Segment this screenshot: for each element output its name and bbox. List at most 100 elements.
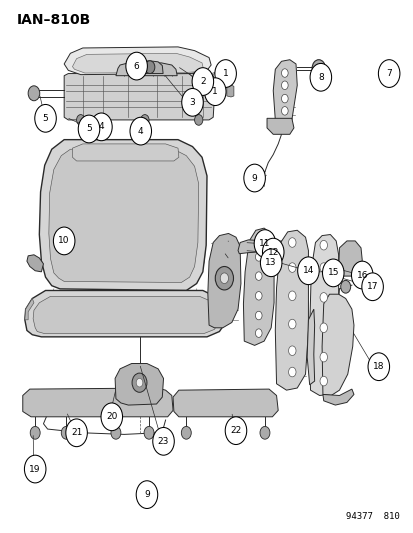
Polygon shape xyxy=(173,389,278,417)
Circle shape xyxy=(145,61,154,74)
Text: 12: 12 xyxy=(267,248,278,256)
Text: 7: 7 xyxy=(385,69,391,78)
Polygon shape xyxy=(33,296,220,334)
Circle shape xyxy=(255,253,261,261)
Circle shape xyxy=(225,417,246,445)
Text: IAN–810B: IAN–810B xyxy=(17,13,90,27)
Circle shape xyxy=(361,273,382,301)
Circle shape xyxy=(319,352,327,362)
Circle shape xyxy=(281,107,287,115)
Circle shape xyxy=(255,272,261,280)
Polygon shape xyxy=(39,140,206,290)
Circle shape xyxy=(53,227,75,255)
Text: 5: 5 xyxy=(43,114,48,123)
Circle shape xyxy=(319,293,327,302)
Text: 14: 14 xyxy=(302,266,313,275)
Circle shape xyxy=(255,237,261,245)
Text: 22: 22 xyxy=(230,426,241,435)
Circle shape xyxy=(311,60,325,77)
Circle shape xyxy=(351,261,372,289)
Polygon shape xyxy=(321,294,353,395)
Polygon shape xyxy=(237,240,266,254)
Circle shape xyxy=(192,68,213,95)
Circle shape xyxy=(90,113,112,141)
Circle shape xyxy=(220,273,228,284)
Circle shape xyxy=(316,65,320,71)
Circle shape xyxy=(281,81,287,90)
Circle shape xyxy=(288,367,295,377)
Circle shape xyxy=(76,115,85,125)
Text: 16: 16 xyxy=(356,271,367,279)
Circle shape xyxy=(111,426,121,439)
Circle shape xyxy=(35,104,56,132)
Text: 4: 4 xyxy=(138,127,143,135)
Polygon shape xyxy=(72,144,178,161)
Text: 2: 2 xyxy=(199,77,205,86)
Text: 10: 10 xyxy=(58,237,70,245)
Circle shape xyxy=(288,238,295,247)
Circle shape xyxy=(126,52,147,80)
Polygon shape xyxy=(115,364,163,405)
Polygon shape xyxy=(273,60,297,123)
Circle shape xyxy=(377,60,399,87)
Polygon shape xyxy=(306,309,314,385)
Circle shape xyxy=(288,319,295,329)
Text: 20: 20 xyxy=(106,413,117,421)
Circle shape xyxy=(255,292,261,300)
Text: 18: 18 xyxy=(372,362,384,371)
Circle shape xyxy=(322,259,343,287)
Circle shape xyxy=(144,426,154,439)
Text: 9: 9 xyxy=(251,174,257,182)
Polygon shape xyxy=(322,389,353,405)
Text: 23: 23 xyxy=(157,437,169,446)
Text: 94377  810: 94377 810 xyxy=(345,512,399,521)
Polygon shape xyxy=(207,233,240,328)
Polygon shape xyxy=(309,235,338,395)
Circle shape xyxy=(262,238,283,266)
Circle shape xyxy=(136,481,157,508)
Circle shape xyxy=(132,373,147,392)
Circle shape xyxy=(61,426,71,439)
Circle shape xyxy=(181,88,203,116)
Circle shape xyxy=(136,378,142,387)
Circle shape xyxy=(319,323,327,333)
Text: 6: 6 xyxy=(133,62,139,70)
Circle shape xyxy=(255,329,261,337)
Polygon shape xyxy=(243,228,273,345)
Polygon shape xyxy=(136,61,163,74)
Circle shape xyxy=(259,426,269,439)
Circle shape xyxy=(194,115,202,125)
Circle shape xyxy=(288,291,295,301)
Polygon shape xyxy=(64,74,215,120)
Text: 19: 19 xyxy=(29,465,41,473)
Circle shape xyxy=(281,94,287,103)
Polygon shape xyxy=(25,290,226,337)
Polygon shape xyxy=(72,53,203,73)
Circle shape xyxy=(319,263,327,272)
Circle shape xyxy=(288,263,295,272)
Circle shape xyxy=(319,240,327,250)
Circle shape xyxy=(340,280,350,293)
Polygon shape xyxy=(27,255,43,272)
Circle shape xyxy=(214,60,236,87)
Polygon shape xyxy=(23,388,173,417)
Circle shape xyxy=(152,427,174,455)
Polygon shape xyxy=(64,47,211,75)
Text: 1: 1 xyxy=(212,87,218,96)
Circle shape xyxy=(255,311,261,320)
Polygon shape xyxy=(226,85,233,97)
Circle shape xyxy=(319,376,327,386)
Polygon shape xyxy=(338,241,361,276)
Text: 21: 21 xyxy=(71,429,82,437)
Text: 11: 11 xyxy=(259,239,270,248)
Text: 15: 15 xyxy=(327,269,338,277)
Circle shape xyxy=(181,426,191,439)
Circle shape xyxy=(215,266,233,290)
Circle shape xyxy=(254,230,275,257)
Circle shape xyxy=(30,426,40,439)
Polygon shape xyxy=(116,63,177,76)
Polygon shape xyxy=(25,298,34,320)
Circle shape xyxy=(260,249,281,277)
Circle shape xyxy=(226,426,236,439)
Text: 8: 8 xyxy=(317,73,323,82)
